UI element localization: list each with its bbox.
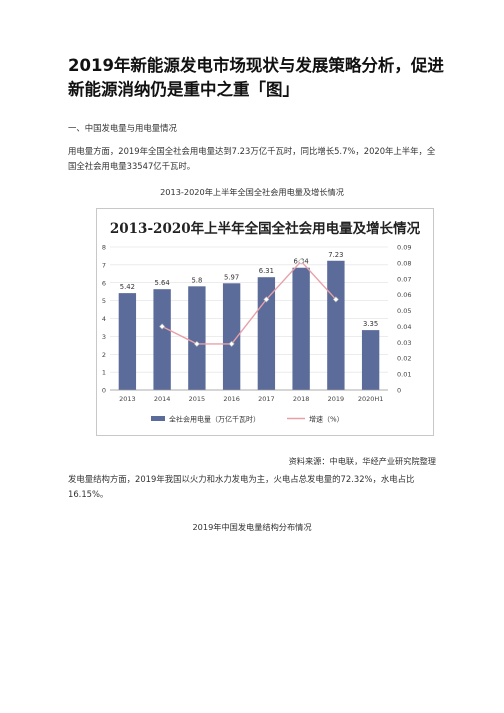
x-tick-label: 2015 [189,395,206,403]
y-tick-label: 4 [102,315,106,323]
y2-tick-label: 0.02 [397,355,411,363]
article-title: 2019年新能源发电市场现状与发展策略分析，促进新能源消纳仍是重中之重「图」 [68,56,444,99]
chart-title: 2013-2020年上半年全国全社会用电量及增长情况 [110,220,421,237]
growth-point [228,340,235,347]
y2-tick-label: 0.01 [397,371,411,379]
bar [188,286,206,390]
y2-tick-label: 0 [397,387,401,395]
x-tick-label: 2013 [119,395,136,403]
y-tick-label: 7 [102,261,106,269]
growth-point [263,296,270,303]
paragraph-generation-structure: 发电量结构方面，2019年我国以火力和水力发电为主，火电占总发电量的72.32%… [68,474,415,499]
x-tick-label: 2014 [154,395,171,403]
growth-point [159,323,166,330]
bar [257,277,276,390]
y-tick-label: 0 [102,387,106,395]
y2-tick-label: 0.04 [397,323,411,331]
bar [153,289,171,390]
bar [292,267,310,390]
bar [118,293,137,390]
bar [222,283,241,390]
bar [361,330,380,390]
x-tick-label: 2017 [258,395,275,403]
bar-value-label: 7.23 [328,251,343,259]
y2-tick-label: 0.09 [397,244,411,252]
figure-caption-2: 2019年中国发电量结构分布情况 [192,522,312,532]
section-heading: 一、中国发电量与用电量情况 [68,123,177,133]
growth-point [332,296,339,303]
legend-line-label: 增速（%） [309,415,344,424]
bar-value-label: 5.8 [191,276,202,284]
paragraph-electricity-use: 用电量方面，2019年全国全社会用电量达到7.23万亿千瓦时，同比增长5.7%，… [68,146,436,171]
growth-point [193,340,200,347]
growth-point [298,258,305,265]
y2-tick-label: 0.07 [397,275,411,283]
y-tick-label: 5 [102,297,106,305]
x-tick-label: 2016 [223,395,240,403]
bar-value-label: 3.35 [363,320,378,328]
source-note: 资料来源：中电联，华经产业研究院整理 [288,456,436,466]
x-tick-label: 2018 [293,395,310,403]
bar-value-label: 5.64 [155,279,170,287]
growth-line [161,260,337,345]
y2-tick-label: 0.08 [397,259,411,267]
bar-value-label: 5.42 [120,283,135,291]
legend-bar-swatch [151,416,165,421]
y-tick-label: 1 [102,369,106,377]
x-tick-label: 2020H1 [358,395,384,403]
y2-tick-label: 0.06 [397,291,411,299]
bar-value-label: 5.97 [224,273,239,281]
y-tick-label: 3 [102,333,106,341]
chart-container: 2013-2020年上半年全国全社会用电量及增长情况 5.42 5.64 5.8 5.… [96,208,434,436]
y-tick-label: 8 [102,244,106,252]
figure-caption: 2013-2020年上半年全国全社会用电量及增长情况 [160,187,344,197]
y-tick-label: 6 [102,279,106,287]
x-tick-label: 2019 [328,395,345,403]
y2-tick-label: 0.03 [397,339,411,347]
bar-value-label: 6.31 [259,267,274,275]
y2-tick-label: 0.05 [397,307,411,315]
chart-svg: 2013-2020年上半年全国全社会用电量及增长情况 5.42 5.64 5.8 5.… [102,220,421,424]
y-tick-label: 2 [102,351,106,359]
legend-bar-label: 全社会用电量（万亿千瓦时） [169,415,260,424]
bar [327,260,345,390]
